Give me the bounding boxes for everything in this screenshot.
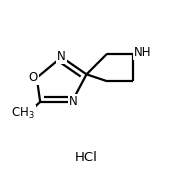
Text: CH$_3$: CH$_3$ (11, 105, 35, 120)
Text: NH: NH (134, 46, 151, 59)
Text: HCl: HCl (75, 151, 98, 164)
Text: O: O (28, 71, 38, 84)
Text: N: N (69, 95, 78, 108)
Text: N: N (57, 50, 66, 63)
